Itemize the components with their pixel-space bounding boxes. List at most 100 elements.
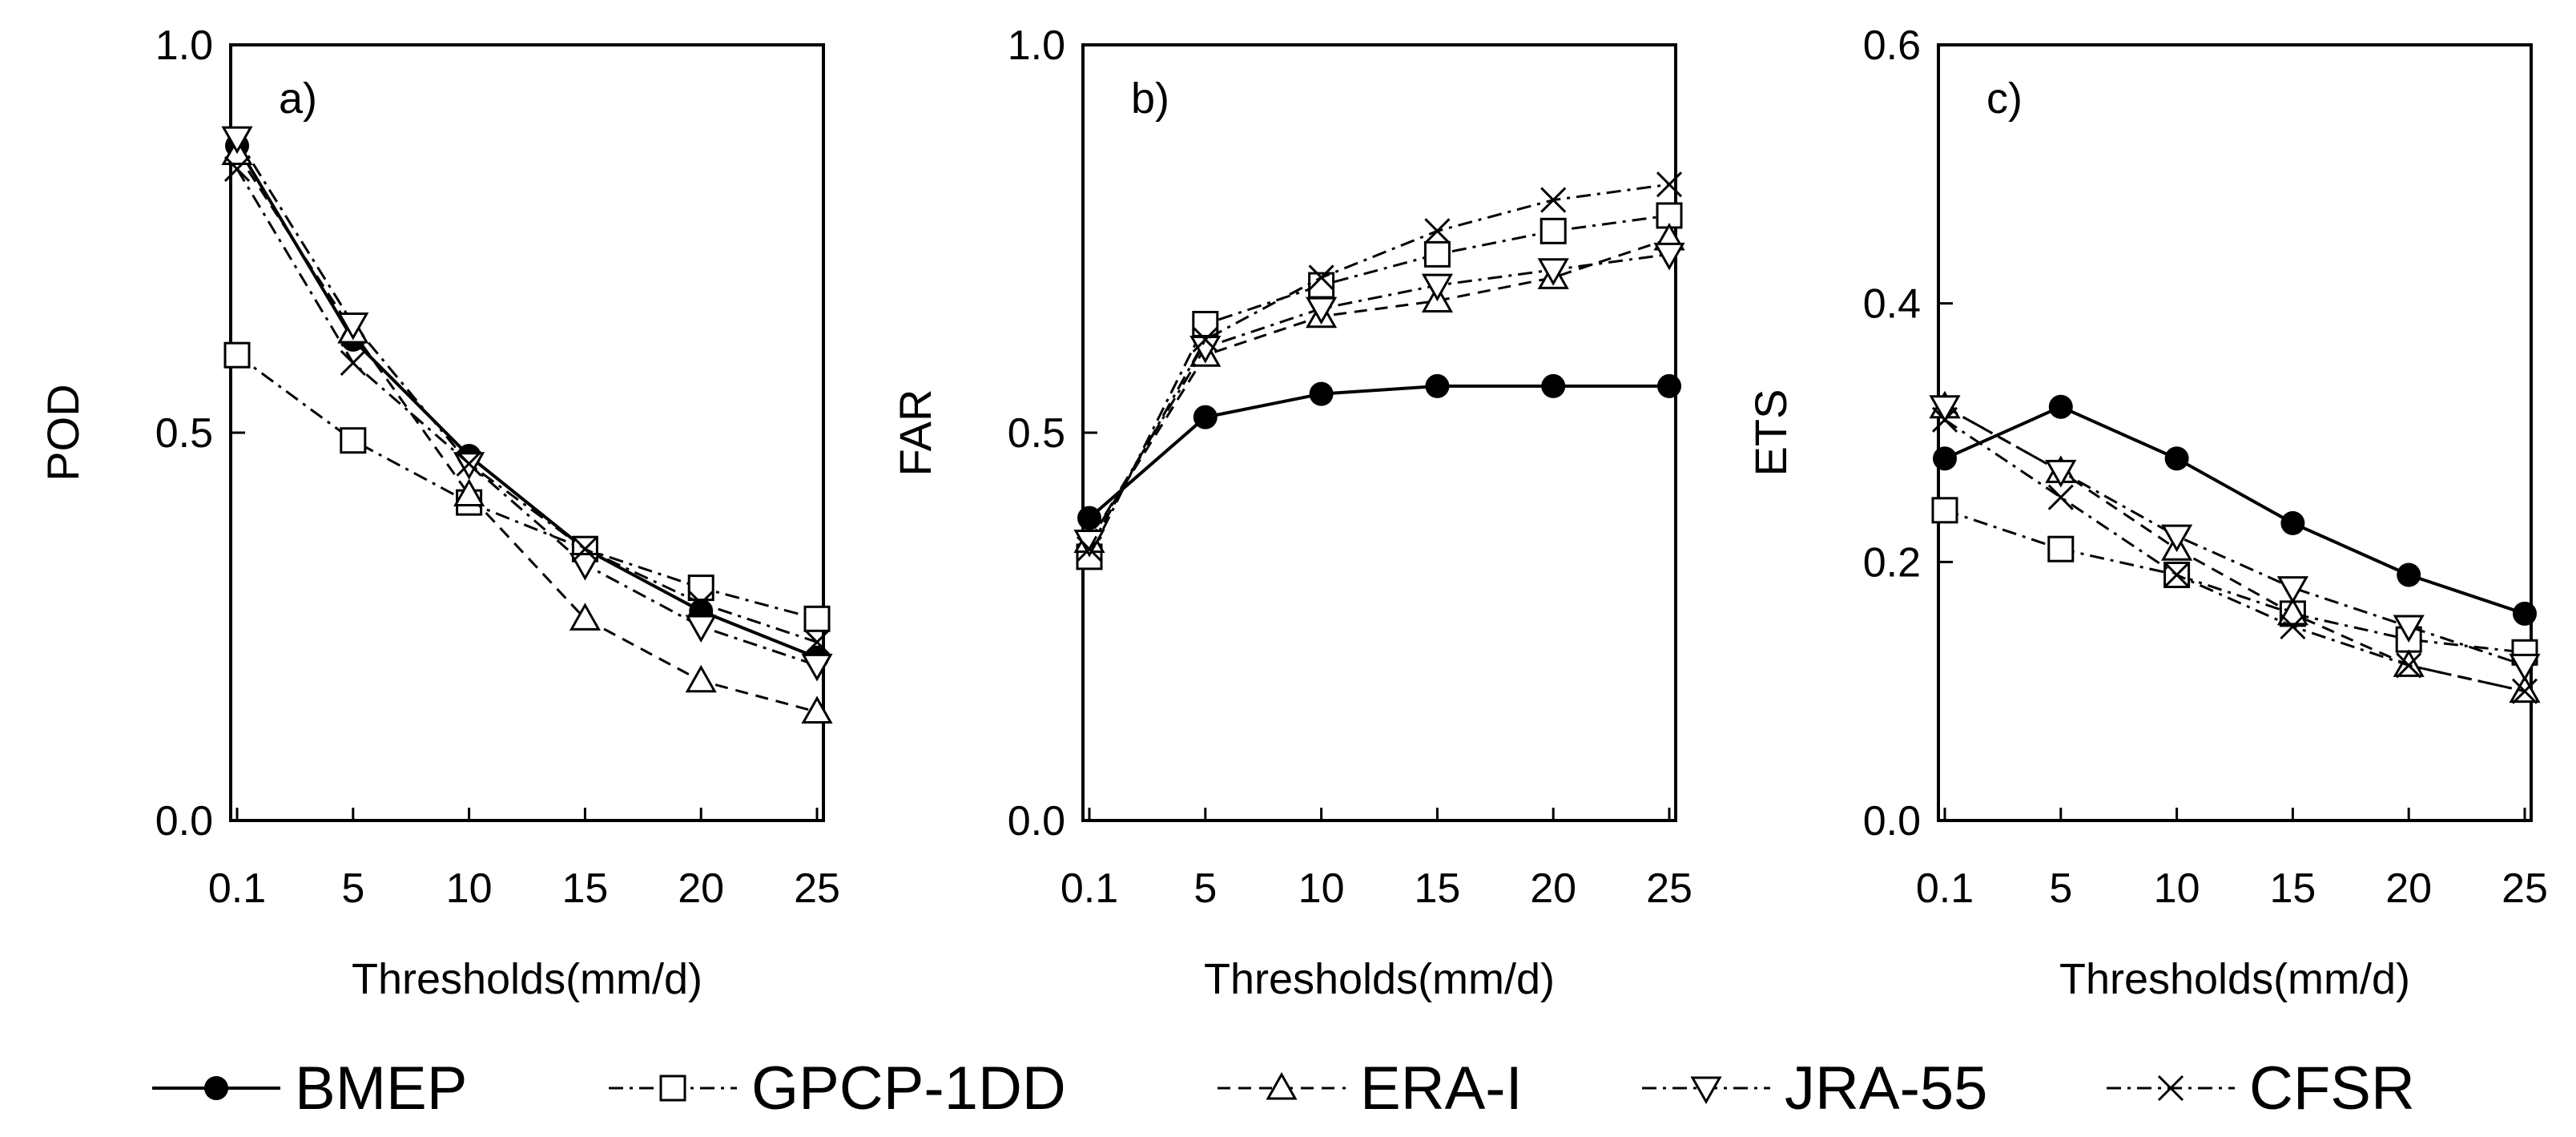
series-jra-55 — [221, 126, 833, 682]
legend-marker — [1690, 1076, 1722, 1105]
data-point — [572, 536, 598, 562]
legend-marker — [1266, 1071, 1298, 1100]
data-point — [2048, 394, 2073, 419]
series-line — [235, 144, 818, 659]
data-point — [1423, 240, 1451, 268]
x-tick-label: 10 — [2154, 865, 2200, 912]
data-point — [1929, 395, 1961, 423]
panel-label: a) — [279, 75, 317, 123]
x-tick-label: 15 — [2269, 865, 2316, 912]
data-point — [2161, 524, 2193, 553]
plot-frame — [1081, 43, 1677, 822]
data-point — [221, 126, 253, 155]
legend-label: JRA-55 — [1785, 1054, 1987, 1123]
data-point — [1192, 326, 1218, 353]
data-point — [2280, 510, 2305, 535]
y-tick-label: 0.6 — [1863, 22, 1921, 69]
x-tick-label: 10 — [1298, 865, 1345, 912]
data-point — [1540, 217, 1567, 244]
data-point — [2513, 601, 2537, 626]
x-tick-label: 25 — [794, 865, 840, 912]
legend-marker — [659, 1075, 686, 1102]
x-tick-label: 0.1 — [1061, 865, 1118, 912]
chart-panel-2: 0.0 0.5 1.0 0.1 5 10 15 20 25 Thresholds(mm/d) FAR… — [890, 22, 1693, 1003]
data-point — [1540, 187, 1567, 213]
x-tick-label: 5 — [1193, 865, 1217, 912]
data-point — [456, 450, 482, 477]
legend: BMEP GPCP-1DD ERA-I JRA-55 CFSR — [152, 1054, 2415, 1123]
panel-label: b) — [1131, 75, 1169, 123]
data-point — [340, 427, 367, 454]
x-axis-label: Thresholds(mm/d) — [1204, 955, 1555, 1003]
legend-label: ERA-I — [1360, 1054, 1523, 1123]
data-point — [1193, 405, 1218, 429]
x-tick-label: 5 — [341, 865, 364, 912]
data-point — [340, 349, 366, 376]
data-point — [2276, 576, 2308, 604]
series-line — [1088, 183, 1670, 550]
data-point — [1657, 373, 1681, 398]
panel-label: c) — [1986, 75, 2023, 123]
legend-label: BMEP — [295, 1054, 467, 1123]
data-point — [569, 603, 601, 631]
series-line — [1944, 418, 2526, 693]
data-point — [1656, 171, 1683, 198]
legend-entry-era-i: ERA-I — [1218, 1054, 1523, 1123]
series-line — [1944, 405, 2526, 667]
data-point — [2509, 653, 2541, 682]
y-tick-label: 1.0 — [155, 22, 213, 69]
y-tick-label: 0.0 — [1863, 798, 1921, 845]
legend-label: GPCP-1DD — [751, 1054, 1066, 1123]
data-point — [1933, 446, 1957, 471]
x-tick-label: 20 — [678, 865, 724, 912]
series-line — [1088, 384, 1669, 519]
data-point — [685, 615, 717, 643]
data-point — [1931, 406, 1958, 433]
legend-label: CFSR — [2249, 1054, 2415, 1123]
legend-entry-bmep: BMEP — [152, 1054, 467, 1123]
series-jra-55 — [1929, 395, 2541, 682]
series-line — [1944, 509, 2526, 654]
x-tick-label: 10 — [446, 865, 493, 912]
data-point — [801, 653, 833, 682]
data-point — [688, 590, 714, 617]
data-point — [1309, 381, 1334, 406]
data-point — [2397, 562, 2421, 587]
chart-panel-3: 0.0 0.2 0.4 0.6 0.1 5 10 15 20 25 Thresholds(mm/d)… — [1745, 22, 2548, 1003]
data-point — [1077, 506, 1101, 530]
legend-entry-jra-55: JRA-55 — [1642, 1054, 1987, 1123]
y-tick-label: 0.5 — [155, 410, 213, 457]
plot-frame — [1937, 43, 2533, 822]
data-point — [1653, 242, 1685, 271]
x-tick-label: 20 — [2385, 865, 2432, 912]
y-tick-label: 0.0 — [155, 798, 213, 845]
data-point — [337, 312, 369, 341]
series-cfsr — [223, 155, 831, 655]
series-line — [235, 168, 818, 643]
data-point — [2393, 615, 2425, 643]
y-tick-label: 0.5 — [1008, 410, 1065, 457]
y-axis-label: FAR — [890, 389, 940, 477]
y-axis-label: POD — [38, 384, 88, 481]
series-cfsr — [1931, 406, 2538, 704]
series-line — [235, 137, 818, 667]
y-axis-label: ETS — [1745, 389, 1796, 477]
series-line — [1088, 214, 1670, 558]
data-point — [223, 155, 251, 182]
series-bmep — [1933, 394, 2537, 626]
data-point — [803, 605, 831, 632]
series-era-i — [221, 137, 833, 724]
series-line — [1088, 252, 1670, 542]
data-point — [1306, 296, 1338, 325]
data-point — [685, 664, 717, 693]
series-line — [235, 152, 818, 713]
x-tick-label: 5 — [2049, 865, 2072, 912]
series-jra-55 — [1073, 242, 1685, 558]
legend-entry-gpcp-1dd: GPCP-1DD — [609, 1054, 1066, 1123]
data-point — [2047, 535, 2075, 562]
plot-frame — [229, 43, 825, 822]
x-tick-label: 25 — [1646, 865, 1693, 912]
y-tick-label: 0.4 — [1863, 281, 1921, 328]
x-axis-label: Thresholds(mm/d) — [352, 955, 702, 1003]
